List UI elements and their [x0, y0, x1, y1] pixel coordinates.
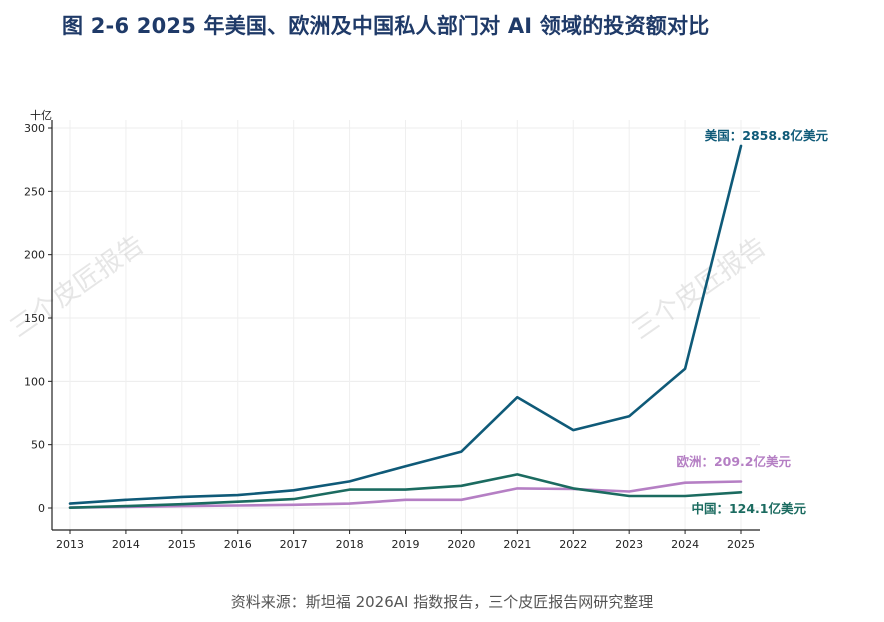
- x-tick-label: 2023: [615, 538, 643, 551]
- x-tick-label: 2014: [112, 538, 140, 551]
- watermark-text: 三个皮匠报告: [627, 232, 772, 346]
- series-label-europe: 欧洲：209.2亿美元: [676, 454, 791, 469]
- x-tick-label: 2018: [336, 538, 364, 551]
- grid: [52, 120, 760, 530]
- x-tick-label: 2015: [168, 538, 196, 551]
- series-line-europe: [68, 480, 743, 509]
- x-tick-label: 2013: [56, 538, 84, 551]
- series-lines: [68, 144, 743, 510]
- watermark: 三个皮匠报告 三个皮匠报告: [5, 230, 772, 346]
- source-note: 资料来源：斯坦福 2026AI 指数报告，三个皮匠报告网研究整理: [230, 593, 654, 611]
- y-tick-label: 300: [24, 122, 45, 135]
- x-tick-label: 2017: [280, 538, 308, 551]
- y-tick-label: 150: [24, 312, 45, 325]
- y-tick-label: 200: [24, 249, 45, 262]
- x-tick-label: 2024: [671, 538, 699, 551]
- x-tick-label: 2022: [559, 538, 587, 551]
- x-tick-label: 2025: [727, 538, 755, 551]
- y-tick-label: 50: [31, 439, 45, 452]
- x-tick-label: 2020: [447, 538, 475, 551]
- series-label-usa: 美国：2858.8亿美元: [705, 128, 829, 143]
- series-line-china: [68, 473, 743, 510]
- chart-title: 图 2-6 2025 年美国、欧洲及中国私人部门对 AI 领域的投资额对比: [62, 14, 710, 38]
- y-tick-label: 100: [24, 375, 45, 388]
- x-tick-label: 2021: [503, 538, 531, 551]
- y-tick-label: 250: [24, 185, 45, 198]
- x-tick-label: 2016: [224, 538, 252, 551]
- x-tick-label: 2019: [392, 538, 420, 551]
- series-label-china: 中国：124.1亿美元: [691, 501, 806, 516]
- y-axis-unit-label: 十亿: [30, 108, 52, 122]
- y-tick-label: 0: [38, 502, 45, 515]
- watermark-text: 三个皮匠报告: [5, 230, 150, 344]
- series-line-usa: [68, 144, 743, 505]
